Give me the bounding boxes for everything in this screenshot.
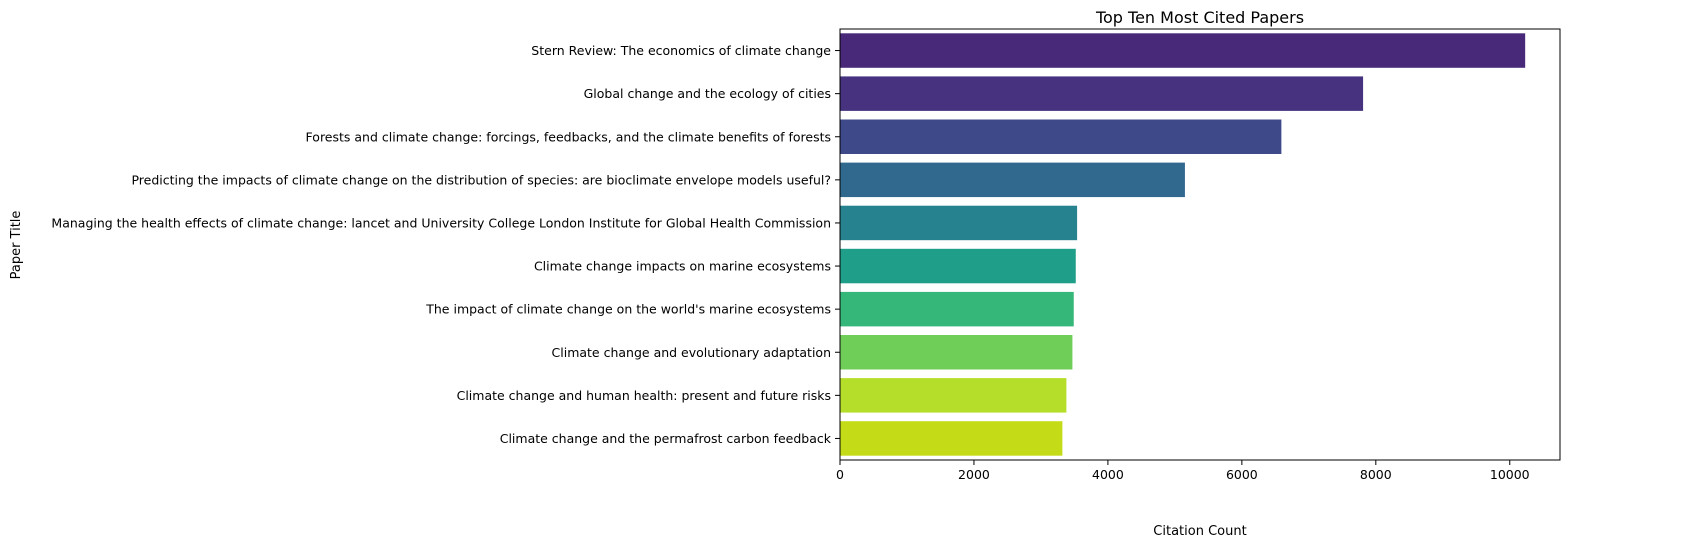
y-tick-label: Climate change impacts on marine ecosyst… bbox=[534, 259, 831, 274]
x-tick-label: 10000 bbox=[1490, 467, 1530, 482]
x-tick-label: 0 bbox=[836, 467, 844, 482]
y-tick-label: Global change and the ecology of cities bbox=[584, 86, 831, 101]
y-axis-label: Paper Title bbox=[9, 211, 24, 280]
y-tick-label: Climate change and the permafrost carbon… bbox=[500, 431, 832, 446]
x-axis-label: Citation Count bbox=[1153, 524, 1246, 539]
y-axis-ticks: Stern Review: The economics of climate c… bbox=[51, 43, 840, 446]
bar bbox=[840, 33, 1526, 68]
y-tick-label: Climate change and human health: present… bbox=[457, 388, 831, 403]
y-tick-label: Stern Review: The economics of climate c… bbox=[531, 43, 831, 58]
bar bbox=[840, 248, 1076, 284]
bar bbox=[840, 291, 1074, 327]
y-tick-label: The impact of climate change on the worl… bbox=[425, 302, 831, 317]
bar bbox=[840, 76, 1364, 111]
bar bbox=[840, 421, 1063, 456]
x-axis-ticks: 0 2000 4000 6000 8000 10000 bbox=[836, 460, 1530, 482]
y-tick-label: Forests and climate change: forcings, fe… bbox=[306, 129, 831, 144]
plot-area-frame bbox=[839, 28, 1561, 461]
bar bbox=[840, 162, 1185, 198]
bar bbox=[840, 335, 1073, 370]
y-tick-label: Climate change and evolutionary adaptati… bbox=[552, 345, 831, 360]
bars-layer bbox=[840, 33, 1526, 456]
bar bbox=[840, 378, 1067, 413]
x-tick-label: 8000 bbox=[1360, 467, 1392, 482]
x-tick-label: 4000 bbox=[1092, 467, 1124, 482]
bar bbox=[840, 119, 1282, 154]
bar bbox=[840, 205, 1078, 241]
y-tick-label: Predicting the impacts of climate change… bbox=[131, 172, 831, 187]
x-tick-label: 6000 bbox=[1226, 467, 1258, 482]
x-tick-label: 2000 bbox=[958, 467, 990, 482]
chart-title: Top Ten Most Cited Papers bbox=[1095, 8, 1304, 27]
y-tick-label: Managing the health effects of climate c… bbox=[51, 215, 831, 230]
